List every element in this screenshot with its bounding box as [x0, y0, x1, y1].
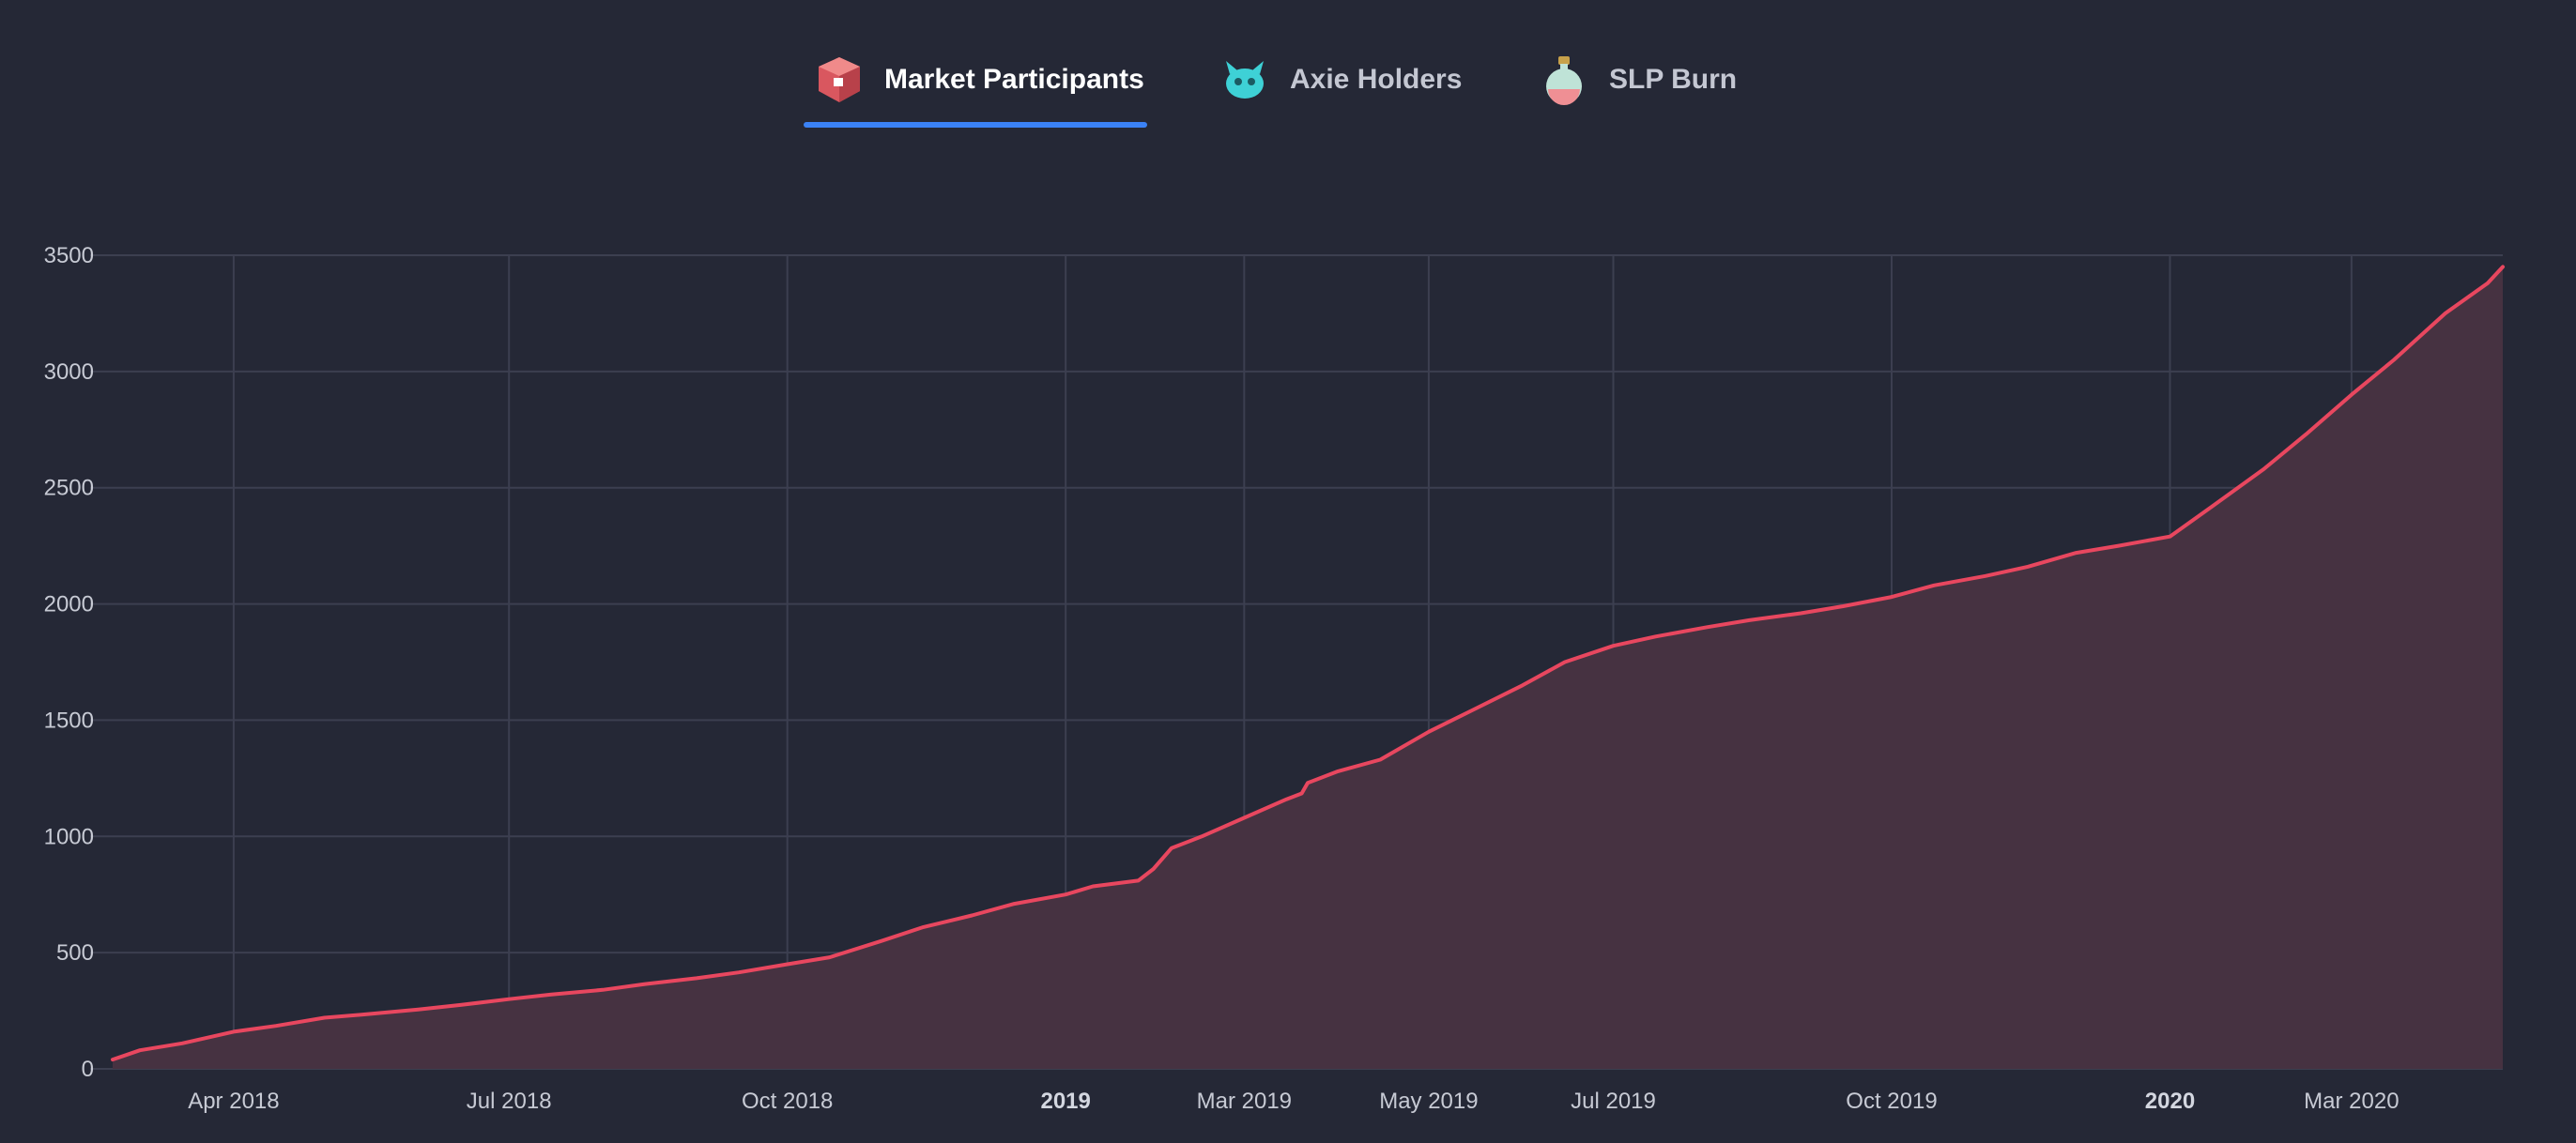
y-tick-label: 1000 — [44, 824, 94, 849]
tab-market-participants[interactable]: Market Participants — [813, 49, 1144, 111]
potion-icon — [1538, 53, 1590, 106]
area-fill — [113, 267, 2503, 1069]
y-tick-label: 1500 — [44, 708, 94, 733]
tab-axie-holders[interactable]: Axie Holders — [1219, 49, 1462, 111]
chart-tabs: Market Participants Axie Holders SLP Bur… — [0, 0, 2576, 131]
x-tick-label: Mar 2020 — [2304, 1089, 2399, 1114]
x-axis: Apr 2018 Jul 2018 Oct 2018 2019 Mar 2019 May … — [188, 1089, 2399, 1114]
x-tick-label: May 2019 — [1379, 1089, 1478, 1114]
x-tick-label: 2019 — [1040, 1089, 1090, 1114]
y-tick-label: 0 — [82, 1057, 94, 1082]
active-tab-indicator — [804, 122, 1147, 128]
axie-icon — [1219, 53, 1271, 106]
x-tick-label: Jul 2018 — [467, 1089, 552, 1114]
y-tick-label: 2000 — [44, 592, 94, 617]
y-tick-label: 3500 — [44, 243, 94, 268]
tab-slp-burn[interactable]: SLP Burn — [1538, 49, 1737, 111]
x-tick-label: Oct 2019 — [1846, 1089, 1937, 1114]
series-line — [111, 265, 2505, 1062]
y-tick-label: 2500 — [44, 476, 94, 501]
x-tick-label: Jul 2019 — [1571, 1089, 1656, 1114]
tab-label: Market Participants — [884, 64, 1144, 95]
tab-label: SLP Burn — [1609, 64, 1738, 95]
x-tick-label: 2020 — [2145, 1089, 2195, 1114]
x-tick-label: Mar 2019 — [1197, 1089, 1292, 1114]
y-tick-label: 500 — [56, 940, 94, 966]
y-tick-label: 3000 — [44, 359, 94, 385]
x-tick-label: Apr 2018 — [188, 1089, 279, 1114]
crate-icon — [813, 53, 866, 106]
tab-label: Axie Holders — [1290, 64, 1463, 95]
y-axis: 0 500 1000 1500 2000 2500 3000 3500 — [44, 243, 94, 1082]
x-tick-label: Oct 2018 — [742, 1089, 833, 1114]
